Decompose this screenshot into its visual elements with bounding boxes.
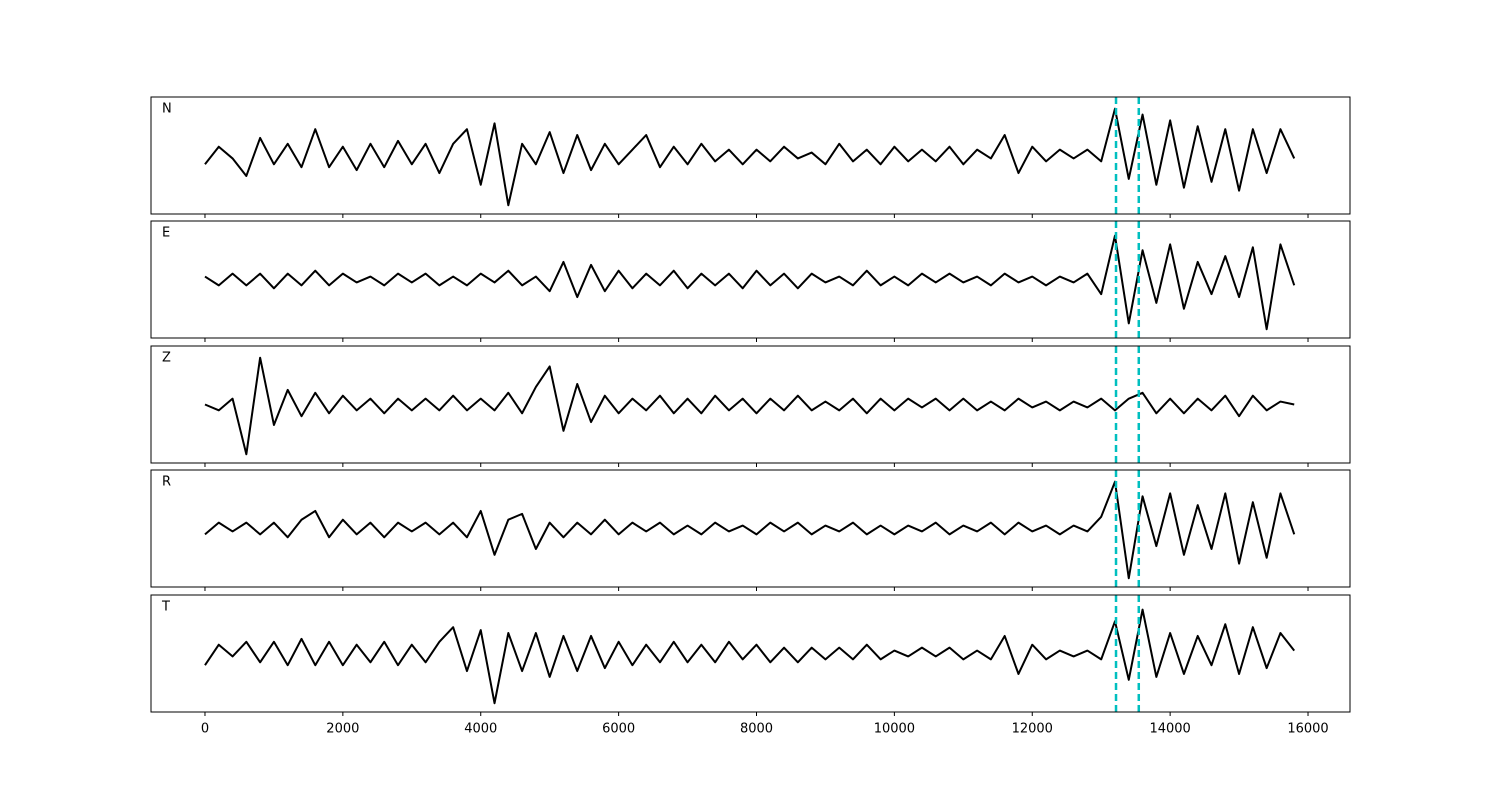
panel-label: N <box>162 102 172 117</box>
panel-frame <box>150 220 1351 339</box>
x-tick-label: 0 <box>201 722 209 737</box>
trace <box>204 234 1296 331</box>
panel-frame <box>150 96 1351 215</box>
x-tick-label: 14000 <box>1149 722 1190 737</box>
panel-label: T <box>161 600 170 615</box>
panel-frame <box>150 469 1351 588</box>
x-tick-label: 4000 <box>464 722 497 737</box>
x-tick-label: 10000 <box>874 722 915 737</box>
panel-label: R <box>162 475 171 490</box>
trace <box>204 608 1296 705</box>
x-tick-label: 12000 <box>1012 722 1053 737</box>
trace <box>204 480 1296 580</box>
trace <box>204 356 1295 456</box>
trace <box>204 107 1296 207</box>
panel-frame <box>150 594 1351 713</box>
panel-label: E <box>162 226 170 241</box>
x-tick-label: 8000 <box>740 722 773 737</box>
x-tick-label: 16000 <box>1287 722 1328 737</box>
x-tick-label: 2000 <box>326 722 359 737</box>
panel-frame <box>150 345 1351 464</box>
panel-label: Z <box>162 351 171 366</box>
x-tick-label: 6000 <box>602 722 635 737</box>
